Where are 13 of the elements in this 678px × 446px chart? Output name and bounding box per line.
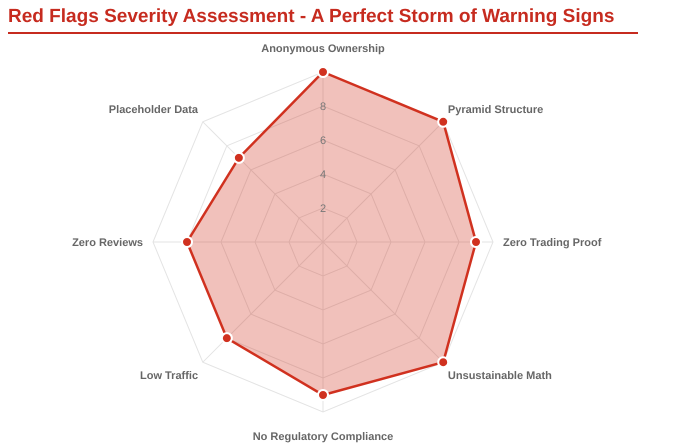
spoke-label: No Regulatory Compliance [252,431,394,443]
spoke-label: Zero Trading Proof [503,237,602,249]
spoke-label: Anonymous Ownership [261,43,385,55]
spoke-label: Pyramid Structure [448,104,544,116]
y-tick-label: 6 [320,135,326,147]
spoke-label: Unsustainable Math [448,370,552,382]
y-tick-label: 4 [320,169,326,181]
spoke-label: Zero Reviews [72,237,143,249]
chart-title: Red Flags Severity Assessment - A Perfect Storm of Warning Signs [8,6,614,27]
y-tick-label: 8 [320,101,326,113]
spoke-label: Low Traffic [140,370,198,382]
spoke-label: Placeholder Data [108,104,199,116]
y-tick-label: 2 [320,203,326,215]
